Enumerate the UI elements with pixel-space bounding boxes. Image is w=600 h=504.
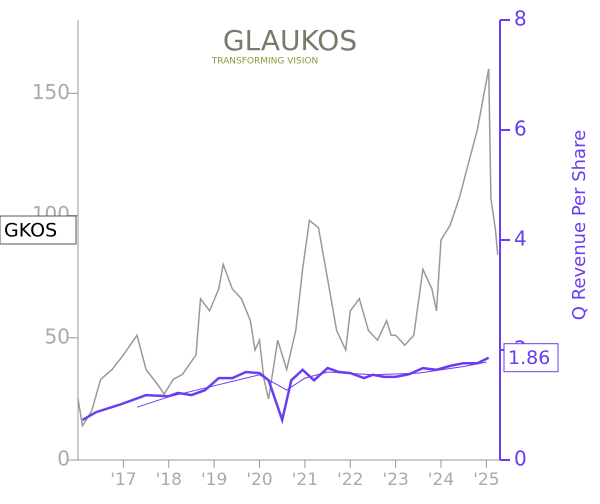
x-tick-label: '23 — [382, 470, 408, 490]
y2-axis-label: Q Revenue Per Share — [569, 130, 590, 320]
y-tick-label: 150 — [32, 80, 70, 104]
x-tick-label: '17 — [110, 470, 136, 490]
y-tick-label: 0 — [57, 447, 70, 471]
x-tick-label: '24 — [428, 470, 454, 490]
logo-tagline: TRANSFORMING VISION — [211, 57, 318, 67]
x-tick-label: '21 — [292, 470, 318, 490]
ticker-label: GKOS — [4, 220, 57, 242]
ticker-box — [0, 215, 77, 245]
x-tick-label: '19 — [201, 470, 227, 490]
last-value-label: 1.86 — [508, 347, 550, 369]
series-line — [81, 356, 490, 425]
y2-tick-label: 0 — [514, 447, 527, 471]
y2-tick-label: 4 — [514, 227, 527, 251]
x-tick-label: '22 — [337, 470, 363, 490]
y-tick-label: 50 — [45, 324, 70, 348]
logo-name: GLAUKOS — [223, 24, 357, 57]
x-tick-label: '25 — [473, 470, 499, 490]
series-line — [77, 68, 499, 428]
last-value-box — [503, 343, 559, 373]
y2-tick-label: 8 — [514, 7, 527, 31]
series-line — [136, 361, 487, 408]
y2-tick-label: 6 — [514, 117, 527, 141]
x-tick-label: '20 — [246, 470, 272, 490]
x-tick-label: '18 — [156, 470, 182, 490]
